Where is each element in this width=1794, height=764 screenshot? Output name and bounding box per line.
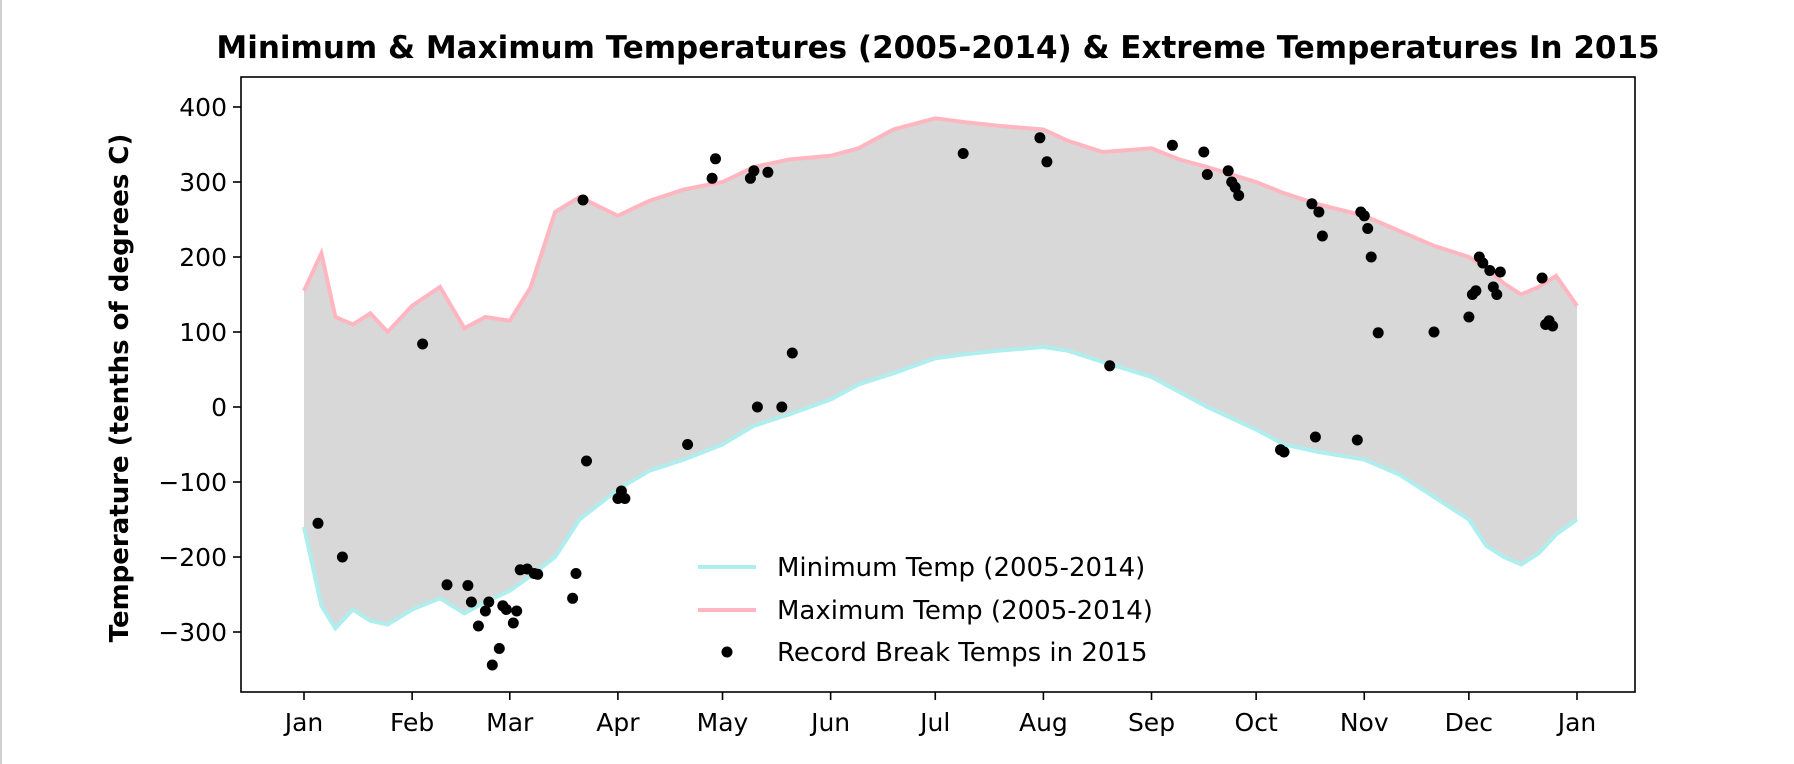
record-point [776,401,788,413]
record-point [532,568,544,580]
legend-swatch-record [721,646,733,658]
y-tick-label: 400 [179,93,227,122]
y-tick-label: −100 [158,468,227,497]
plot-area [302,116,1579,671]
record-point [751,401,763,413]
record-point [479,605,491,617]
record-point [706,172,718,184]
record-point [567,592,579,604]
y-tick-label: 100 [179,318,227,347]
record-point [1484,265,1496,276]
record-point [1491,289,1503,300]
record-point [507,617,519,629]
record-point [1372,327,1384,339]
record-point [1233,190,1245,201]
record-point [1365,251,1377,263]
record-point [1278,446,1290,458]
record-point [1034,132,1046,144]
record-point [1222,165,1234,177]
x-tick-label: May [697,708,749,737]
x-tick-label: Jun [809,708,850,737]
record-point [570,568,582,579]
record-break-points [312,132,1559,671]
record-point [465,596,477,608]
record-point [336,551,348,563]
minimum-temp-line [302,344,1579,632]
record-point [441,579,453,591]
record-point [1358,210,1370,222]
record-point [1313,206,1325,218]
record-point [1201,169,1213,180]
record-point [1351,434,1363,446]
chart-title: Minimum & Maximum Temperatures (2005-201… [216,30,1659,66]
record-point [500,604,512,615]
y-axis: −300 −200 −100 0 100 200 300 400 [158,93,241,647]
plot-frame [240,76,1636,693]
record-point [619,493,631,504]
record-point [493,643,505,654]
record-point [1428,326,1440,338]
x-tick-label: Dec [1445,708,1493,737]
x-tick-label: Apr [596,708,640,737]
record-point [762,166,774,178]
y-tick-label: 200 [179,243,227,272]
record-point [483,596,495,608]
x-tick-label: Aug [1019,708,1068,737]
record-point [1547,320,1559,332]
record-point [786,347,798,359]
x-tick-label: Oct [1235,708,1278,737]
record-point [710,153,721,165]
legend: Minimum Temp (2005-2014) Maximum Temp (2… [698,553,1153,668]
y-tick-label: −300 [158,618,227,647]
record-point [1104,360,1116,372]
y-tick-label: 300 [179,168,227,197]
x-tick-label: Jan [1556,708,1597,737]
record-point [312,517,324,529]
record-point [1198,146,1210,158]
record-point [1463,311,1475,323]
record-point [577,194,589,206]
min-max-fill-band [304,118,1577,629]
legend-label-minimum: Minimum Temp (2005-2014) [777,553,1145,583]
x-tick-label: Nov [1340,708,1389,737]
x-tick-label: Jan [283,708,324,737]
legend-label-record: Record Break Temps in 2015 [777,638,1148,668]
record-point [1166,139,1178,151]
x-axis: Jan Feb Mar Apr May Jun Jul Aug Sep Oct Nov Dec Jan [283,692,1597,737]
record-point [486,659,498,671]
record-point [462,580,474,591]
window-edge [0,0,2,764]
x-tick-label: Feb [390,708,434,737]
legend-label-maximum: Maximum Temp (2005-2014) [777,596,1153,626]
record-point [1536,272,1548,284]
y-tick-label: 0 [211,393,227,422]
y-axis-title: Temperature (tenths of degrees C) [105,134,135,643]
record-point [1470,285,1482,297]
record-point [1309,431,1321,443]
x-tick-label: Mar [486,708,534,737]
record-point [957,148,969,159]
record-point [1494,266,1506,278]
record-point [748,165,760,177]
x-tick-label: Sep [1128,708,1175,737]
y-tick-label: −200 [158,543,227,572]
record-point [1041,156,1053,168]
record-point [682,439,694,450]
record-point [1306,198,1318,210]
record-point [1229,181,1241,193]
x-tick-label: Jul [918,708,950,737]
record-point [581,455,592,467]
record-point [1316,230,1328,242]
record-point [1362,223,1374,234]
maximum-temp-line [302,116,1579,335]
record-point [472,620,484,632]
record-point [511,605,523,617]
record-point [1477,257,1489,269]
record-point [417,338,429,350]
